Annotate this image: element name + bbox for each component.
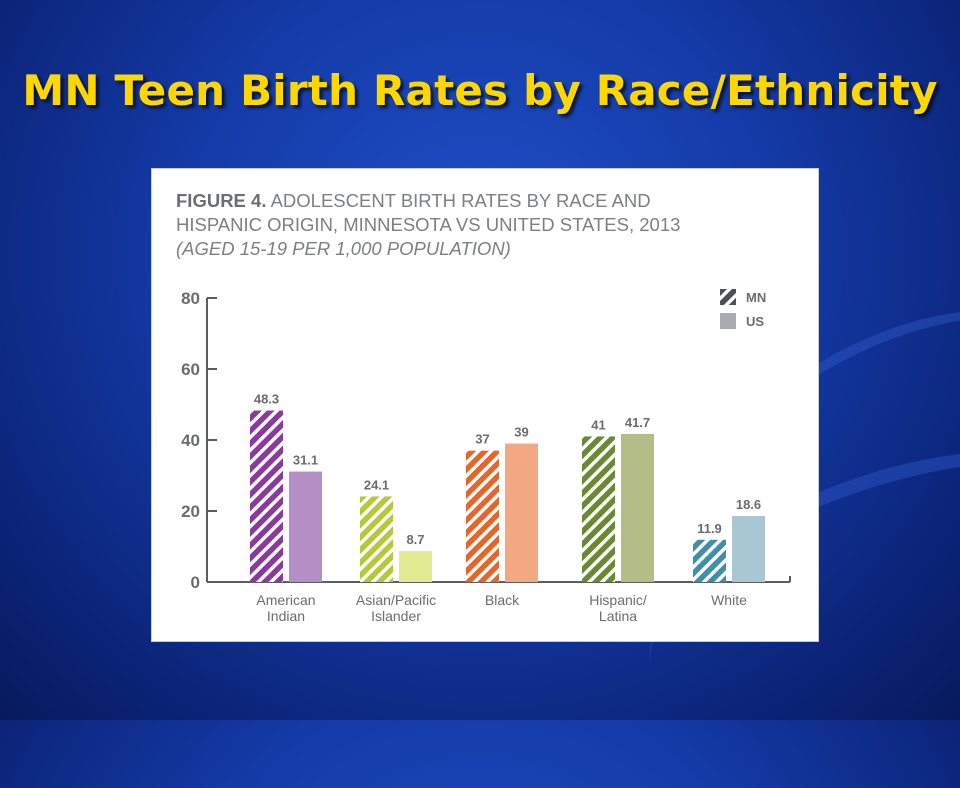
bar-us — [505, 443, 538, 582]
legend-swatch-us — [720, 313, 736, 329]
figure-title-line1: ADOLESCENT BIRTH RATES BY RACE AND — [270, 190, 651, 211]
y-tick-label: 80 — [181, 289, 200, 308]
x-tick-label: Latina — [599, 608, 637, 624]
data-label: 41.7 — [625, 415, 650, 430]
legend-swatch-mn — [720, 289, 736, 305]
data-label: 31.1 — [293, 453, 318, 468]
data-label: 24.1 — [364, 477, 389, 492]
bar-us — [732, 515, 765, 582]
figure-panel: FIGURE 4. ADOLESCENT BIRTH RATES BY RACE… — [151, 168, 819, 642]
bar-mn — [250, 410, 283, 582]
y-tick-label: 60 — [181, 360, 200, 379]
data-label: 18.6 — [736, 497, 761, 512]
bar-mn — [360, 496, 393, 582]
bar-mn — [466, 450, 499, 582]
y-tick-label: 40 — [181, 431, 200, 450]
figure-heading: FIGURE 4. ADOLESCENT BIRTH RATES BY RACE… — [176, 189, 796, 261]
bar-mn — [582, 436, 615, 582]
x-tick-label: American — [256, 592, 315, 608]
bar-us — [621, 433, 654, 582]
x-tick-label: Black — [485, 592, 520, 608]
data-label: 37 — [475, 432, 489, 447]
bar-us — [399, 551, 432, 582]
x-tick-label: Indian — [267, 608, 305, 624]
data-label: 39 — [514, 425, 528, 440]
x-tick-label: Asian/Pacific — [356, 592, 436, 608]
y-tick-label: 20 — [181, 502, 200, 521]
x-tick-label: Hispanic/ — [589, 592, 647, 608]
figure-label: FIGURE 4. — [176, 190, 267, 211]
figure-title-line2: HISPANIC ORIGIN, MINNESOTA VS UNITED STA… — [176, 214, 681, 235]
bar-us — [289, 471, 322, 582]
slide-title: MN Teen Birth Rates by Race/Ethnicity — [22, 66, 938, 115]
y-tick-label: 0 — [191, 573, 200, 592]
legend-label-us: US — [746, 314, 764, 329]
data-label: 8.7 — [406, 532, 424, 547]
data-label: 48.3 — [254, 392, 279, 407]
figure-subtitle: (AGED 15-19 PER 1,000 POPULATION) — [176, 238, 511, 259]
x-tick-label: Islander — [371, 608, 421, 624]
legend-label-mn: MN — [746, 290, 766, 305]
data-label: 11.9 — [697, 521, 722, 536]
bar-mn — [693, 539, 726, 582]
data-label: 41 — [591, 417, 605, 432]
x-tick-label: White — [711, 592, 747, 608]
